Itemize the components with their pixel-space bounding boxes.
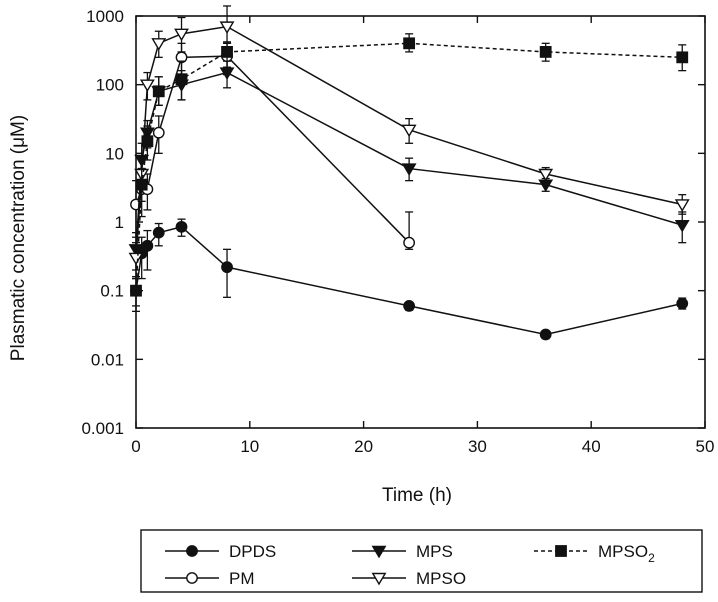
data-point-mpso bbox=[538, 168, 554, 182]
data-point-mpso2 bbox=[130, 284, 142, 297]
x-tick-label: 30 bbox=[468, 437, 487, 456]
y-tick-label: 100 bbox=[96, 76, 124, 95]
data-point-mpso bbox=[151, 38, 167, 51]
legend-box bbox=[140, 529, 703, 593]
legend-label-mpso: MPSO bbox=[416, 569, 466, 588]
x-tick-label: 50 bbox=[696, 437, 715, 456]
data-point-mps bbox=[674, 219, 690, 233]
data-point-mpso bbox=[174, 28, 189, 42]
data-point-mps bbox=[401, 163, 417, 176]
x-axis-label: Time (h) bbox=[382, 485, 452, 506]
legend-layer: DPDS MPS MPSO2 PM MPSO bbox=[140, 529, 703, 593]
legend-label-mps: MPS bbox=[416, 542, 453, 561]
data-point-mpso2 bbox=[676, 51, 689, 64]
data-point-mpso2 bbox=[135, 178, 148, 191]
data-point-mpso bbox=[674, 199, 690, 212]
data-point-dpds bbox=[141, 239, 154, 252]
data-point-mps bbox=[219, 67, 235, 80]
data-point-mpso2 bbox=[539, 46, 552, 58]
y-tick-label: 0.1 bbox=[100, 282, 124, 301]
series-pm bbox=[130, 42, 416, 250]
data-point-mpso2 bbox=[152, 85, 165, 98]
data-point-pm bbox=[403, 236, 416, 249]
legend-item-dpds: DPDS bbox=[165, 542, 276, 561]
data-point-dpds bbox=[676, 297, 689, 310]
legend-marker-mps bbox=[371, 545, 387, 559]
legend-label-dpds: DPDS bbox=[229, 542, 276, 561]
data-point-dpds bbox=[539, 328, 552, 341]
x-tick-label: 40 bbox=[582, 437, 601, 456]
y-tick-label: 10 bbox=[105, 144, 124, 163]
data-point-mpso bbox=[219, 21, 235, 35]
data-point-mpso2 bbox=[175, 73, 188, 86]
data-point-mpso bbox=[128, 252, 144, 266]
data-point-mpso2 bbox=[221, 46, 233, 58]
legend-label-mpso2: MPSO2 bbox=[598, 542, 655, 565]
data-point-pm bbox=[152, 126, 165, 139]
x-tick-label: 0 bbox=[131, 437, 140, 456]
legend-label-pm: PM bbox=[229, 569, 255, 588]
data-point-dpds bbox=[403, 300, 416, 312]
data-point-dpds bbox=[221, 261, 233, 274]
legend-marker-mpso bbox=[371, 572, 387, 586]
data-point-mpso2 bbox=[141, 135, 154, 148]
series-mpso2 bbox=[130, 33, 689, 307]
series-layer bbox=[128, 5, 690, 341]
x-tick-label: 10 bbox=[240, 437, 259, 456]
data-point-mpso bbox=[139, 79, 155, 93]
axes-layer: 0 10 20 30 40 50 1000 100 10 1 0.1 0.01 0.001 bbox=[81, 7, 714, 456]
legend-item-pm: PM bbox=[165, 569, 255, 588]
legend-item-mpso: MPSO bbox=[352, 569, 466, 588]
y-tick-label: 1000 bbox=[86, 7, 124, 26]
legend-item-mpso2: MPSO2 bbox=[534, 542, 655, 565]
y-tick-label: 1 bbox=[115, 213, 124, 232]
data-point-mpso bbox=[401, 124, 417, 138]
legend-item-mps: MPS bbox=[352, 542, 453, 561]
data-point-dpds bbox=[175, 220, 188, 233]
data-point-mpso2 bbox=[403, 37, 416, 50]
legend-marker-mpso2 bbox=[555, 545, 567, 557]
x-tick-label: 20 bbox=[354, 437, 373, 456]
legend-marker-dpds bbox=[186, 545, 198, 557]
legend-marker-pm bbox=[186, 572, 198, 584]
y-axis-label: Plasmatic concentration (μM) bbox=[8, 115, 29, 361]
plot-frame bbox=[135, 15, 706, 429]
data-point-dpds bbox=[152, 226, 165, 239]
y-tick-label: 0.01 bbox=[91, 350, 124, 369]
y-tick-label: 0.001 bbox=[81, 419, 124, 438]
